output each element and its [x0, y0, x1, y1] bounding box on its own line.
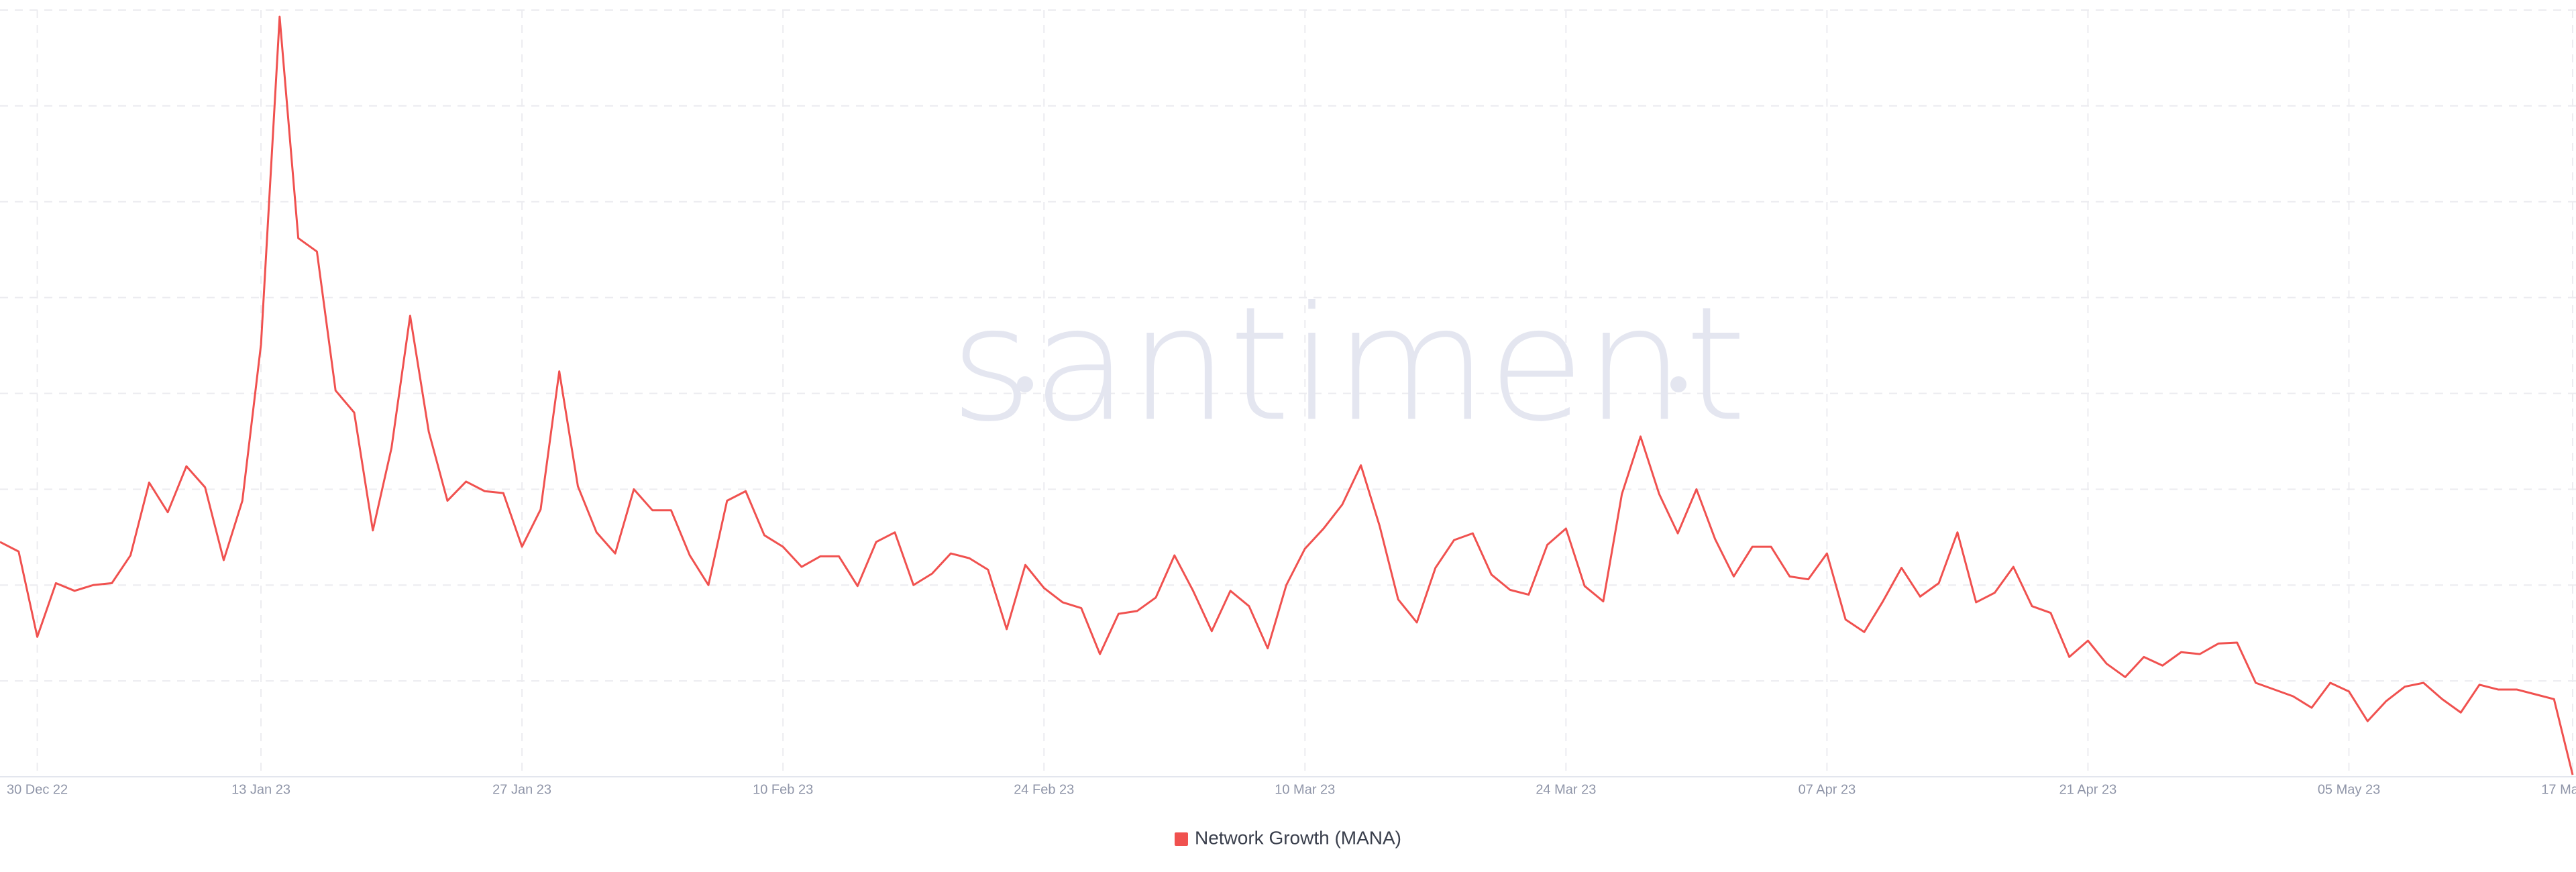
x-tick-label: 24 Feb 23 [1014, 782, 1074, 797]
x-tick-label: 10 Feb 23 [753, 782, 813, 797]
x-tick-label: 24 Mar 23 [1536, 782, 1596, 797]
legend-label: Network Growth (MANA) [1195, 827, 1401, 848]
x-tick-label: 10 Mar 23 [1275, 782, 1335, 797]
watermark: santiment [950, 274, 1746, 457]
legend: Network Growth (MANA) [1174, 827, 1401, 848]
x-tick-label: 07 Apr 23 [1799, 782, 1856, 797]
watermark-dot [1670, 376, 1686, 392]
x-tick-label: 21 Apr 23 [2059, 782, 2117, 797]
watermark-dot [1017, 376, 1033, 392]
x-tick-label: 17 May 23 [2541, 782, 2576, 797]
legend-swatch [1174, 832, 1188, 846]
watermark-text: santiment [950, 274, 1746, 457]
data-line [0, 15, 2574, 775]
x-tick-label: 27 Jan 23 [492, 782, 551, 797]
grid [0, 9, 2576, 777]
x-tick-label: 05 May 23 [2318, 782, 2380, 797]
x-tick-label: 13 Jan 23 [231, 782, 290, 797]
x-tick-label: 30 Dec 22 [7, 782, 68, 797]
